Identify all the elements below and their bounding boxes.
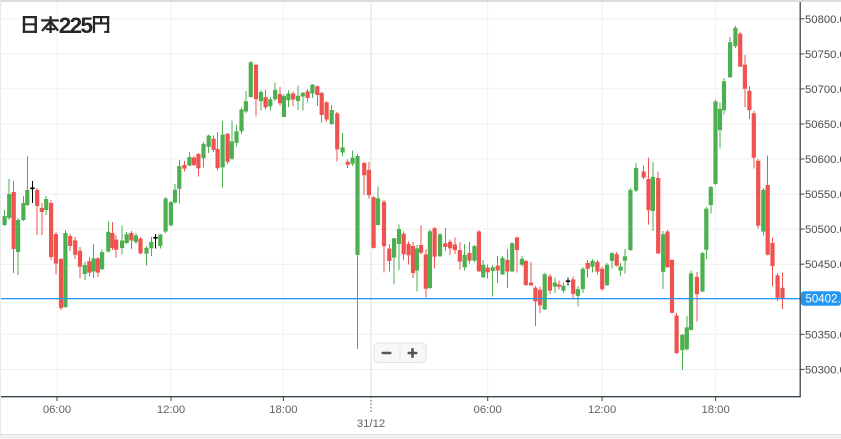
svg-text:50600.0: 50600.0 bbox=[805, 154, 841, 166]
svg-text:50402.0: 50402.0 bbox=[806, 294, 841, 306]
svg-text:50450.0: 50450.0 bbox=[805, 259, 841, 271]
svg-text:06:00: 06:00 bbox=[474, 404, 502, 416]
svg-text:31/12: 31/12 bbox=[357, 418, 385, 430]
svg-text:06:00: 06:00 bbox=[43, 404, 71, 416]
svg-text:50550.0: 50550.0 bbox=[805, 189, 841, 201]
svg-text:50350.0: 50350.0 bbox=[805, 329, 841, 341]
svg-text:18:00: 18:00 bbox=[701, 404, 729, 416]
svg-text:50800.0: 50800.0 bbox=[805, 14, 841, 26]
svg-text:18:00: 18:00 bbox=[269, 404, 297, 416]
svg-text:12:00: 12:00 bbox=[588, 404, 616, 416]
svg-text:12:00: 12:00 bbox=[157, 404, 185, 416]
svg-text:50650.0: 50650.0 bbox=[805, 119, 841, 131]
svg-text:50750.0: 50750.0 bbox=[805, 49, 841, 61]
svg-text:50300.0: 50300.0 bbox=[805, 364, 841, 376]
svg-text:225: 225 bbox=[59, 13, 93, 38]
svg-text:50700.0: 50700.0 bbox=[805, 84, 841, 96]
svg-text:50500.0: 50500.0 bbox=[805, 224, 841, 236]
